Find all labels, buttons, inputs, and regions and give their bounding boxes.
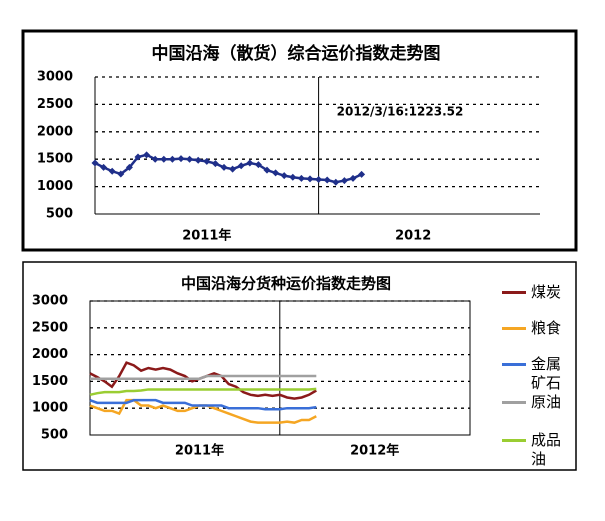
data-point bbox=[194, 156, 202, 164]
x-tick-label: 2012年 bbox=[350, 443, 399, 459]
series-line bbox=[89, 398, 317, 411]
series-line bbox=[89, 387, 317, 397]
data-point bbox=[211, 160, 219, 168]
y-tick-label: 1500 bbox=[32, 374, 68, 389]
legend-label: 粮食 bbox=[531, 319, 562, 337]
y-tick-label: 3000 bbox=[32, 294, 68, 309]
data-point bbox=[117, 170, 125, 178]
y-tick-label: 1000 bbox=[32, 401, 68, 416]
data-point bbox=[358, 170, 366, 178]
data-point bbox=[289, 173, 297, 181]
series-line bbox=[90, 374, 317, 380]
x-tick-label: 2011年 bbox=[175, 443, 224, 459]
legend-swatch bbox=[502, 439, 526, 442]
data-point bbox=[100, 163, 108, 171]
y-tick-label: 2500 bbox=[32, 320, 68, 335]
data-point bbox=[254, 161, 262, 169]
y-tick-label: 2000 bbox=[37, 124, 73, 139]
chart-frame bbox=[22, 261, 577, 471]
y-tick-label: 2000 bbox=[32, 347, 68, 362]
data-point bbox=[315, 175, 323, 183]
legend-label: 成品油 bbox=[531, 431, 562, 468]
data-point bbox=[280, 172, 288, 180]
legend-swatch bbox=[502, 291, 526, 294]
data-point bbox=[349, 174, 357, 182]
data-point bbox=[332, 178, 340, 186]
legend-swatch bbox=[502, 327, 526, 330]
data-point bbox=[168, 155, 176, 163]
data-point bbox=[340, 177, 348, 185]
chart-title: 中国沿海（散货）综合运价指数走势图 bbox=[152, 43, 441, 64]
y-tick-label: 1000 bbox=[37, 179, 73, 194]
data-point bbox=[306, 175, 314, 183]
data-point bbox=[177, 155, 185, 163]
y-tick-label: 3000 bbox=[37, 70, 73, 85]
legend-label: 煤炭 bbox=[531, 283, 562, 301]
y-tick-label: 500 bbox=[41, 428, 68, 443]
legend-label: 金属矿石 bbox=[531, 355, 562, 392]
x-tick-label: 2011年 bbox=[182, 228, 231, 244]
x-tick-label: 2012 bbox=[395, 229, 431, 244]
data-point bbox=[108, 167, 116, 175]
data-point bbox=[272, 169, 280, 177]
data-point bbox=[237, 162, 245, 170]
data-point bbox=[91, 159, 99, 167]
data-point bbox=[297, 174, 305, 182]
legend-swatch bbox=[502, 363, 526, 366]
data-point bbox=[186, 155, 194, 163]
data-point bbox=[229, 165, 237, 173]
y-tick-label: 500 bbox=[46, 207, 73, 222]
y-tick-label: 2500 bbox=[37, 97, 73, 112]
legend-swatch bbox=[502, 401, 526, 404]
legend-label: 原油 bbox=[531, 393, 562, 411]
annotation: 2012/3/16:1223.52 bbox=[337, 105, 464, 119]
data-point bbox=[203, 157, 211, 165]
data-point bbox=[125, 163, 133, 171]
chart-title: 中国沿海分货种运价指数走势图 bbox=[181, 275, 391, 293]
data-point bbox=[323, 176, 331, 184]
data-point bbox=[220, 163, 228, 171]
y-tick-label: 1500 bbox=[37, 152, 73, 167]
data-point bbox=[151, 155, 159, 163]
data-point bbox=[134, 153, 142, 161]
data-point bbox=[143, 151, 151, 159]
data-point bbox=[160, 155, 168, 163]
data-point bbox=[263, 166, 271, 174]
data-point bbox=[246, 159, 254, 167]
